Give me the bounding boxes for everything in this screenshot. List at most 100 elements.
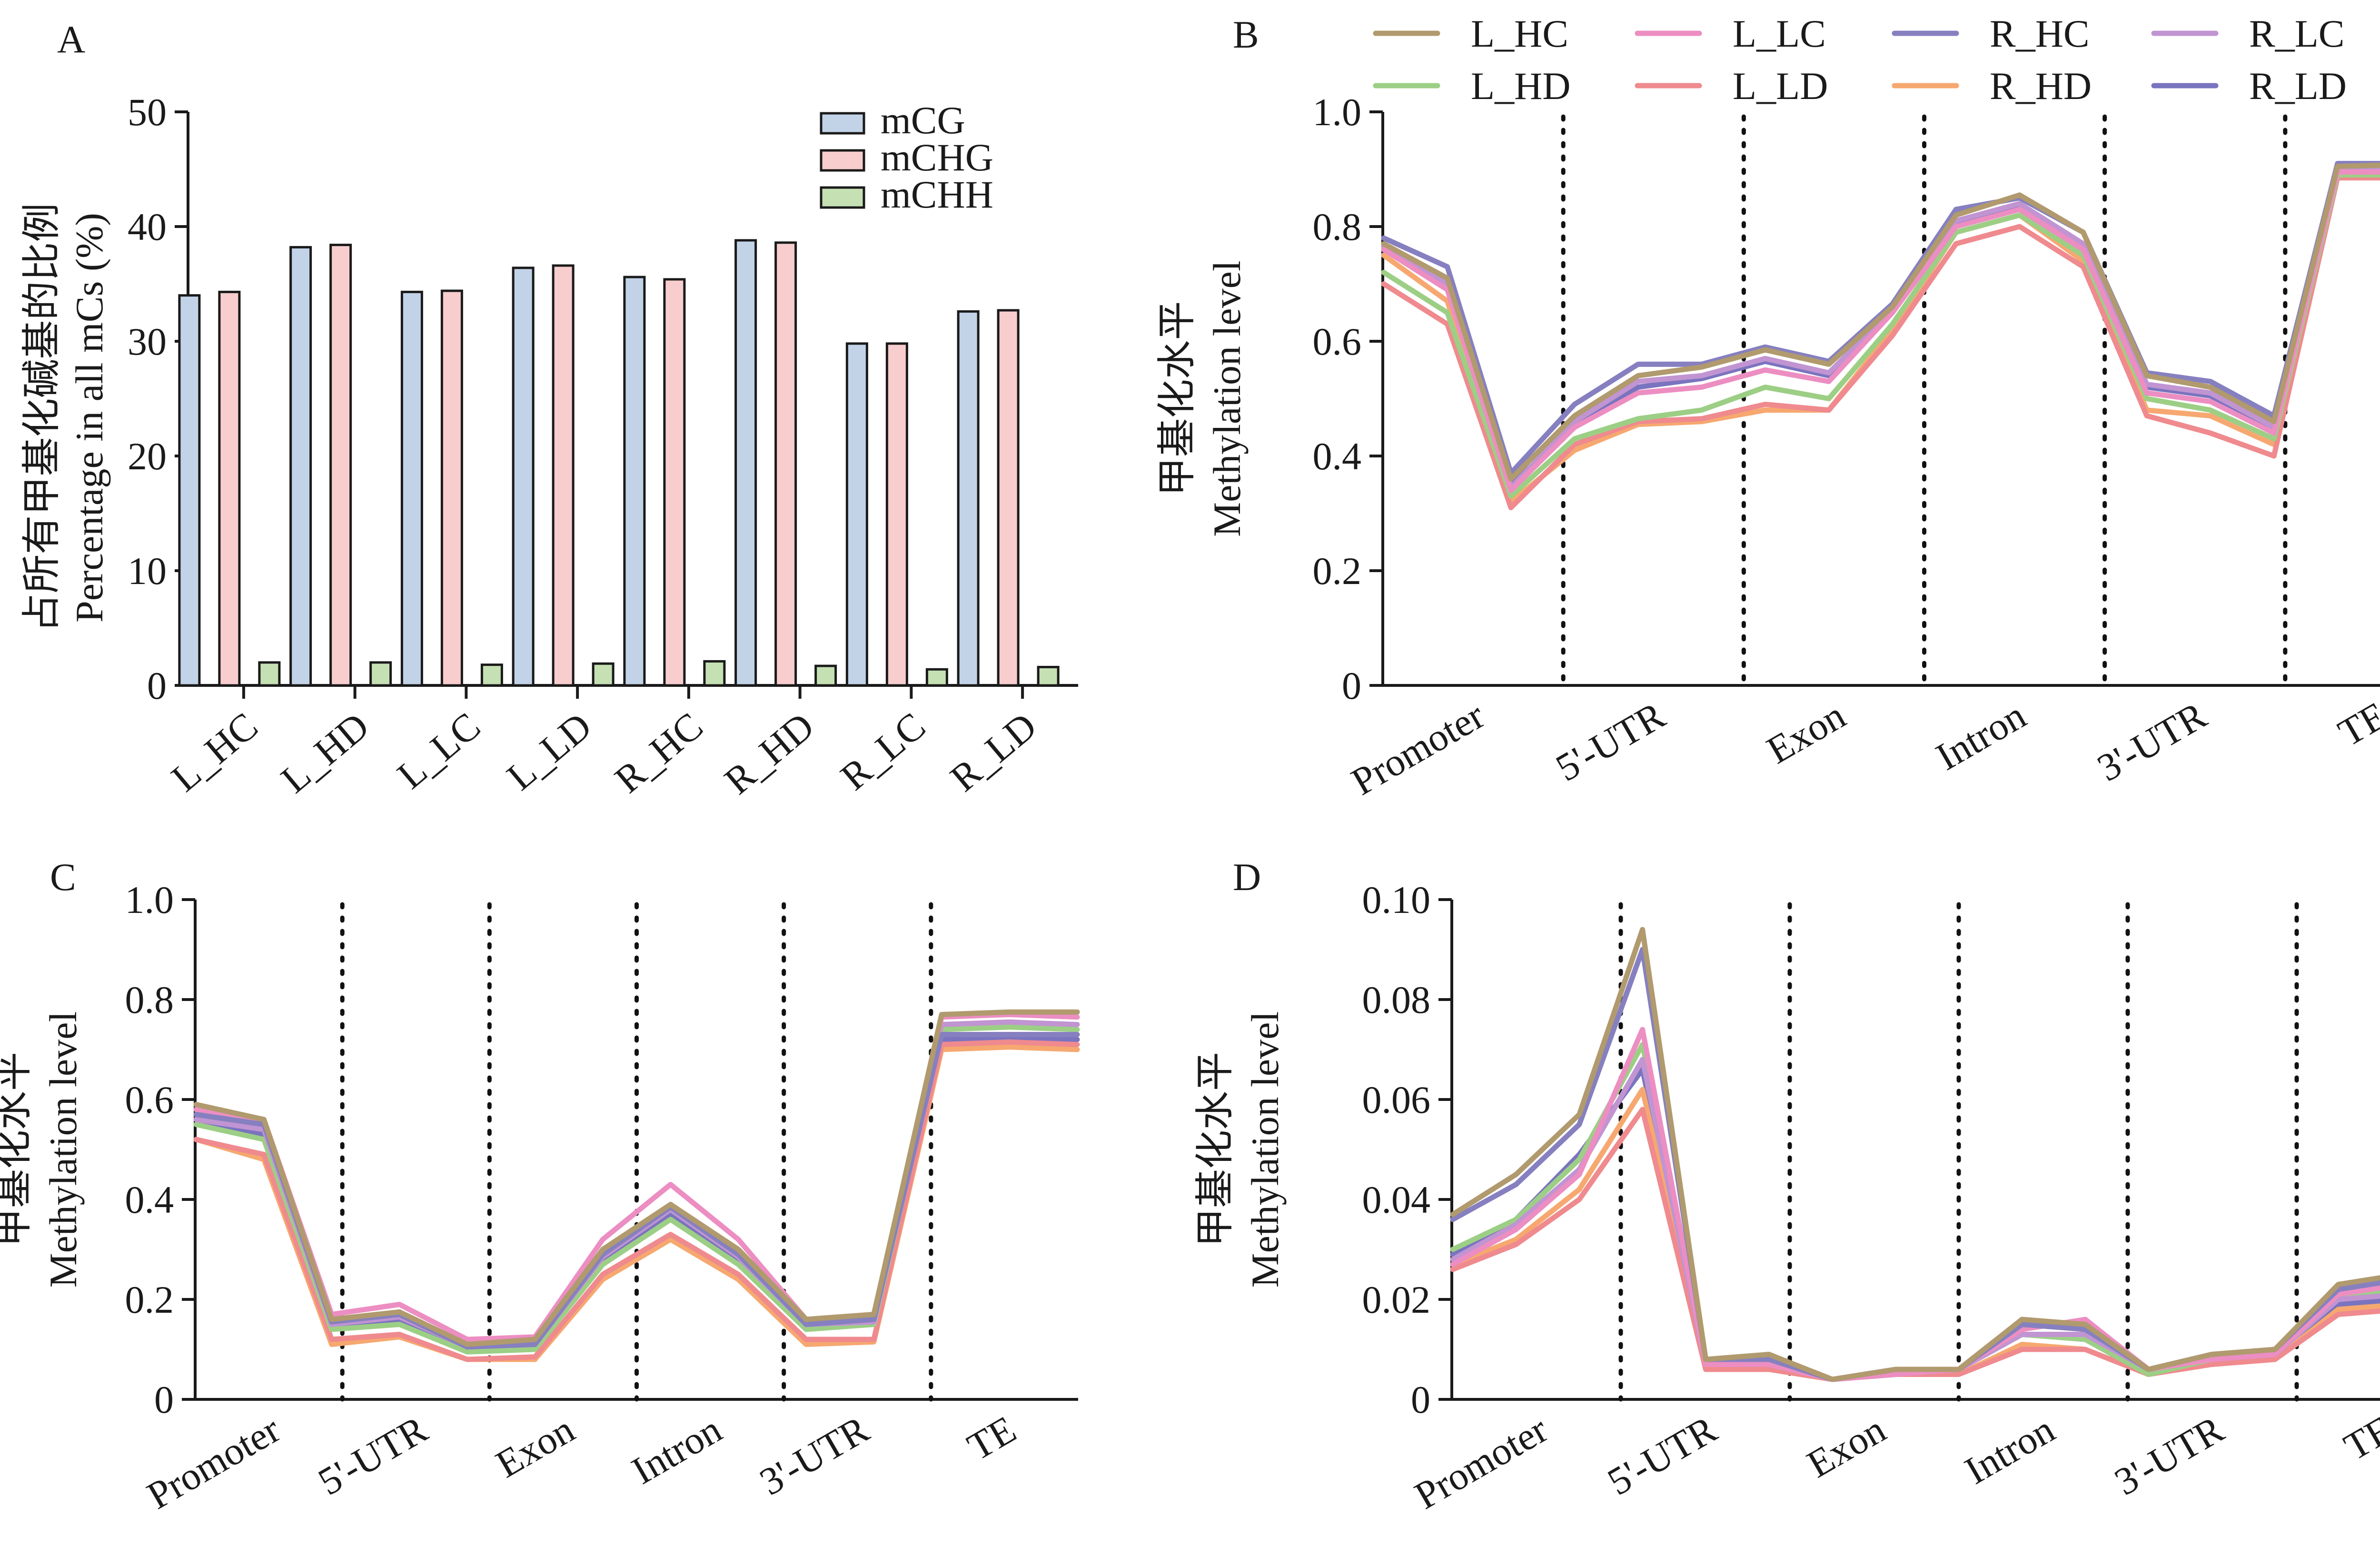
region-label: Exon [489,1407,582,1486]
y-axis-label: Percentage in all mCs (%) [68,213,111,623]
bar-mcg [623,276,646,687]
legend-label: mCHH [881,173,993,216]
y-tick-label: 1.0 [1313,90,1362,134]
legend-label: R_HD [1990,64,2092,108]
series-line-r-ld [1450,1067,2380,1382]
region-label: TE [960,1407,1023,1469]
x-tick-label: L_LC [389,704,488,797]
panel-letter-d: D [1233,855,1261,899]
bar-mchg [663,278,686,687]
region-label: Promoter [140,1407,288,1517]
bar-mcg [400,290,423,687]
y-tick-label: 0.8 [1313,205,1362,248]
series-line-l-ld [1381,175,2380,510]
y-axis-label: Methylation level [1243,1011,1287,1288]
y-tick-label: 0.06 [1362,1078,1431,1121]
y-tick-label: 30 [128,320,167,363]
series-line-l-ld [193,1039,1080,1362]
series-line-l-ld [1450,1107,2380,1382]
panel-d-line-chart: 0 0.02 0.04 0.06 0.08 0.10 Promoter 5'-UTR Exon I… [1193,878,2380,1517]
bar-mcg [845,342,868,687]
series-line-r-hc [1450,947,2380,1382]
legend-swatch [820,112,865,135]
series-line-l-hc [1450,927,2380,1382]
bar-mchh [925,668,948,687]
bar-mcg [734,239,757,687]
y-tick-label: 0.8 [125,978,174,1021]
y-tick-label: 1.0 [125,878,174,921]
legend-label: L_LC [1733,12,1826,55]
y-tick-label: 0.6 [1313,320,1362,363]
bar-mchh [592,662,615,687]
y-tick-label: 0.4 [1313,435,1362,478]
region-label: Exon [1760,693,1853,772]
y-tick-label: 20 [128,435,167,478]
region-label: 5'-UTR [311,1407,435,1504]
legend-label: R_LD [2249,64,2347,108]
panel-b-line-chart: 0 0.2 0.4 0.6 0.8 1.0 Promoter 5'-UTR Exon Intron… [1155,90,2380,803]
bar-mcg [512,267,535,687]
panel-b-legend: L_HC L_HD L_LC L_LD R_HC R_HD R_LC R_LD [1373,12,2347,108]
y-tick-label: 0.10 [1362,878,1431,921]
bar-mchh [1037,665,1060,687]
y-axis-label: Methylation level [1205,260,1249,537]
bar-mchg [997,309,1020,687]
y-tick-label: 0 [1411,1378,1430,1421]
y-tick-label: 50 [128,90,167,134]
bar-mchh [258,661,281,687]
bar-mchg [440,289,463,687]
y-tick-label: 0.4 [125,1178,174,1221]
bar-mcg [289,246,312,687]
bar-mchg [552,264,575,687]
legend-swatch [820,186,865,209]
y-axis-label-cn: 占所有甲基化碱基的比例 [20,203,63,632]
y-axis-label-cn: 甲基化水平 [1155,301,1199,496]
y-axis-label-cn: 甲基化水平 [0,1052,35,1247]
y-tick-label: 0 [147,664,167,707]
y-tick-label: 0.08 [1362,978,1431,1021]
legend-swatch [820,149,865,172]
region-label: 3'-UTR [753,1407,876,1504]
x-tick-label: R_LD [942,704,1045,800]
region-label: Intron [1929,693,2033,779]
legend-label: mCG [881,99,965,142]
x-tick-label: R_HD [716,704,823,802]
x-tick-label: R_HC [606,704,711,801]
region-label: TE [2337,1407,2380,1469]
region-label: TE [2331,693,2380,755]
y-tick-label: 40 [128,205,167,248]
panel-letter-c: C [50,855,76,899]
bar-mchg [885,342,908,687]
y-axis-label-cn: 甲基化水平 [1193,1052,1237,1247]
legend-label: mCHG [881,136,993,179]
bar-mchh [814,664,837,687]
x-tick-label: L_LD [499,704,600,799]
y-tick-label: 0 [1342,664,1361,707]
bar-mchh [480,664,503,687]
region-label: 5'-UTR [1548,693,1672,790]
y-tick-label: 0.04 [1362,1178,1431,1221]
region-label: 3'-UTR [2107,1407,2231,1504]
bar-mchg [329,244,352,687]
bar-mchg [218,290,241,687]
region-label: Promoter [1408,1407,1555,1517]
series-line-r-lc [1450,1057,2380,1382]
y-tick-label: 0 [154,1378,174,1421]
legend-label: R_HC [1990,12,2090,55]
region-label: Exon [1800,1407,1893,1486]
region-label: Intron [625,1407,729,1493]
series-line-l-hc [1381,162,2380,482]
x-tick-label: R_LC [833,704,933,799]
region-label: Intron [1957,1407,2062,1493]
panel-a-bar-chart: 0 10 20 30 40 50 L_HC L_HD L_LC L_LD R_HC R_HD R_LC R… [20,90,1078,802]
bar-mchh [369,661,392,687]
region-label: 5'-UTR [1600,1407,1724,1504]
y-tick-label: 0.2 [1313,549,1362,593]
y-tick-label: 0.6 [125,1078,174,1121]
region-label: Promoter [1344,693,1492,803]
bar-mchh [703,660,726,687]
y-axis-label: Methylation level [41,1011,85,1288]
series-line-l-hc [193,1009,1080,1347]
legend-label: R_LC [2249,12,2344,55]
